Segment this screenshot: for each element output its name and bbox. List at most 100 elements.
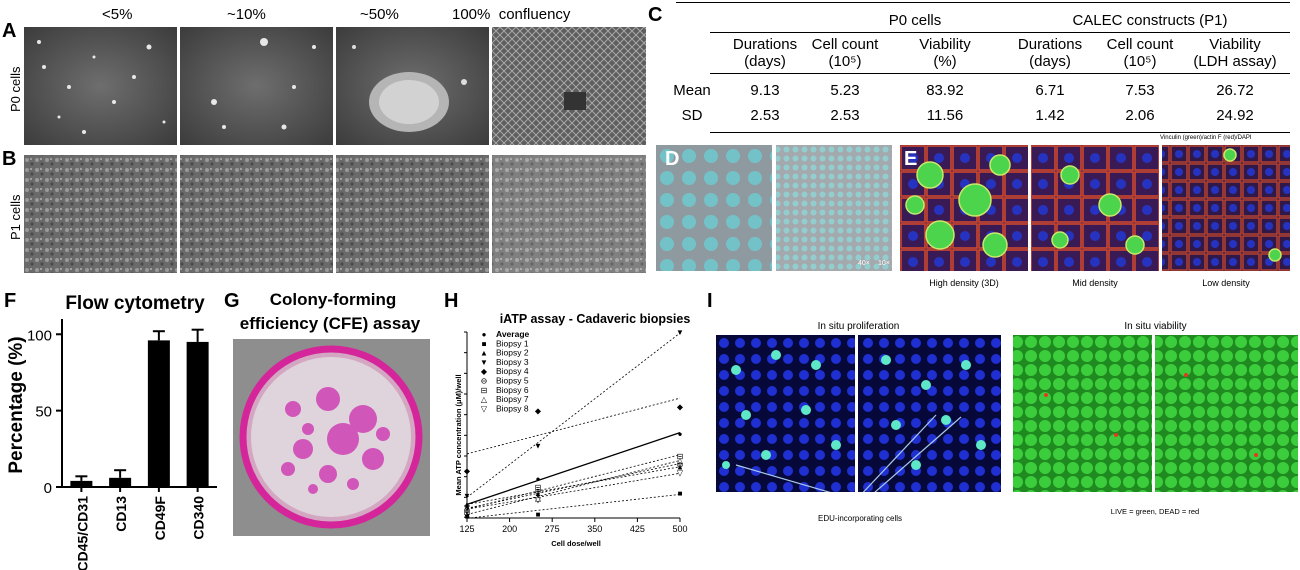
iatp-trend-line	[466, 460, 681, 515]
iatp-legend-label: Biopsy 1	[496, 338, 529, 348]
flow-bar	[70, 480, 93, 487]
confluency-label-2: ~10%	[227, 6, 266, 23]
title-in-situ-viability: In situ viability	[1124, 321, 1187, 332]
iatp-legend-label: Biopsy 3	[496, 357, 529, 367]
micrograph-d-40x	[656, 145, 772, 271]
magnification-10x: 10×	[878, 260, 890, 267]
flow-y-tick-label: 0	[44, 480, 52, 497]
iatp-data-point: △	[677, 456, 684, 465]
iatp-data-point: ▲	[534, 489, 542, 498]
header-viability-p1-unit: (LDH assay)	[1193, 53, 1277, 70]
micrograph-p1-5pct	[24, 155, 177, 273]
cell-mean-5: 26.72	[1216, 82, 1254, 99]
iatp-x-tick-label: 425	[630, 524, 645, 534]
micrograph-e-low	[1162, 145, 1290, 271]
panel-letter-d: D	[665, 148, 680, 170]
header-durations-p0-unit: (days)	[744, 53, 786, 70]
iatp-data-point: ◆	[535, 407, 542, 416]
header-viability-p1: Viability	[1209, 36, 1261, 53]
header-cellcount-p0-unit: (10⁵)	[828, 53, 862, 70]
micrograph-p0-100pct	[492, 27, 646, 145]
iatp-x-tick-label: 125	[459, 524, 474, 534]
iatp-x-tick-label: 350	[587, 524, 602, 534]
cell-sd-5: 24.92	[1216, 107, 1254, 124]
flow-cytometry-chart: Flow cytometry Percentage (%) 0 50 100 CD4…	[6, 293, 217, 570]
magnification-40x: 40×	[858, 260, 870, 267]
iatp-legend-marker: ■	[482, 339, 487, 348]
iatp-legend-marker: ▽	[481, 404, 488, 413]
panel-i-micrographs	[716, 335, 1298, 492]
panel-letter-i: I	[707, 290, 713, 312]
iatp-data-point: ▽	[535, 495, 542, 504]
chart-ylabel-flow: Percentage (%)	[6, 336, 27, 473]
iatp-data-point: ⊟	[677, 452, 684, 461]
iatp-legend-label: Biopsy 8	[496, 403, 529, 413]
iatp-data-point: △	[464, 510, 471, 519]
group-header-calec: CALEC constructs (P1)	[1072, 12, 1228, 29]
iatp-legend-label: Biopsy 6	[496, 385, 529, 395]
title-in-situ-proliferation: In situ proliferation	[817, 321, 900, 332]
iatp-legend-marker: ●	[482, 330, 487, 339]
phase-contrast-micrographs	[24, 27, 646, 273]
iatp-data-point: ◆	[464, 466, 471, 475]
row-label-sd: SD	[681, 107, 703, 124]
iatp-trend-line	[466, 432, 681, 506]
confluency-label-4: 100% confluency	[452, 6, 571, 23]
iatp-data-point: ▼	[463, 491, 471, 500]
micrograph-p0-10pct	[180, 27, 333, 145]
iatp-trend-line	[466, 332, 681, 498]
iatp-data-point: △	[535, 493, 542, 502]
cell-mean-2: 83.92	[926, 82, 964, 99]
iatp-legend-label: Biopsy 7	[496, 394, 529, 404]
iatp-data-point: ●	[678, 429, 683, 438]
iatp-data-point: ●	[465, 502, 470, 511]
cell-sd-2: 11.56	[926, 107, 964, 124]
iatp-data-point: ▲	[463, 500, 471, 509]
header-rule	[710, 73, 1290, 74]
iatp-data-point: ⊟	[535, 483, 542, 492]
iatp-legend-marker: ⊟	[481, 386, 488, 395]
iatp-trend-line	[466, 472, 681, 510]
micrograph-i-prolif-1	[716, 335, 855, 492]
header-cellcount-p0: Cell count	[811, 36, 879, 53]
panel-d-micrographs	[656, 145, 892, 271]
cell-mean-4: 7.53	[1125, 82, 1155, 99]
iatp-data-point: ●	[536, 475, 541, 484]
flow-x-tick-label: CD13	[113, 496, 129, 532]
micrograph-i-viab-1	[1013, 335, 1152, 492]
group-header-p0: P0 cells	[888, 12, 942, 29]
iatp-trend-line	[466, 454, 681, 510]
iatp-legend-marker: ▲	[480, 349, 488, 358]
flow-y-tick-label: 50	[35, 404, 52, 421]
iatp-x-tick-label: 275	[545, 524, 560, 534]
iatp-data-point: ■	[465, 512, 470, 521]
iatp-legend-marker: ▼	[480, 358, 488, 367]
header-cellcount-p1: Cell count	[1106, 36, 1174, 53]
chart-title-iatp: iATP assay - Cadaveric biopsies	[500, 312, 691, 326]
iatp-data-point: ▼	[534, 442, 542, 451]
micrograph-p0-5pct	[24, 27, 177, 145]
panel-letter-c: C	[648, 4, 663, 26]
row-label-p0: P0 cells	[8, 66, 23, 112]
iatp-trend-line	[466, 463, 681, 509]
iatp-data-point: ⊖	[535, 487, 542, 496]
iatp-legend-label: Biopsy 2	[496, 348, 529, 358]
caption-mid-density: Mid density	[1072, 278, 1118, 288]
header-viability-p0-unit: (%)	[933, 53, 957, 70]
iatp-data-point: ▽	[464, 504, 471, 513]
iatp-legend-marker: ⊖	[481, 377, 488, 386]
header-durations-p1: Durations	[1017, 36, 1083, 53]
table-bottom-rule	[710, 132, 1290, 133]
panel-letter-f: F	[4, 290, 17, 312]
iatp-x-tick-label: 500	[672, 524, 687, 534]
cell-mean-1: 5.23	[830, 82, 860, 99]
stain-note: Vinculin (green)/actin F (red)/DAPI	[1160, 135, 1252, 141]
iatp-data-point: ⊖	[677, 460, 684, 469]
header-durations-p0: Durations	[732, 36, 798, 53]
iatp-data-point: ⊖	[464, 506, 471, 515]
iatp-legend-label: Biopsy 4	[496, 366, 529, 376]
flow-y-tick-label: 100	[27, 327, 52, 344]
iatp-legend-label: Average	[496, 329, 530, 339]
cell-sd-3: 1.42	[1035, 107, 1065, 124]
panel-letter-b: B	[2, 148, 17, 170]
